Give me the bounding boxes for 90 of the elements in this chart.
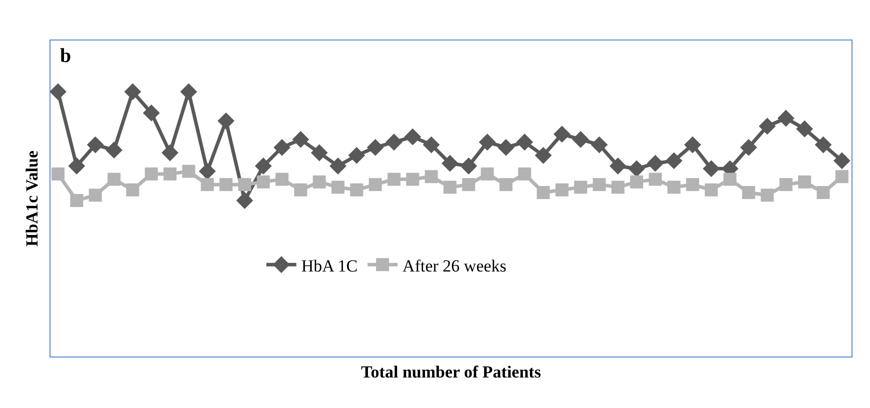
point (590, 136, 608, 154)
point (108, 172, 121, 186)
point (88, 188, 102, 202)
point (686, 178, 700, 192)
point (777, 110, 794, 127)
point (348, 146, 366, 164)
point (164, 167, 177, 180)
legend-label: After 26 weeks (402, 256, 506, 276)
point (294, 183, 308, 196)
point (180, 83, 198, 100)
point (628, 160, 646, 178)
point (740, 138, 758, 156)
point (554, 126, 570, 143)
point (350, 183, 364, 196)
point (238, 178, 252, 192)
x-axis-title: Total number of Patients (361, 362, 542, 382)
point (386, 134, 402, 151)
point (218, 112, 234, 130)
point (68, 158, 86, 174)
point (499, 178, 512, 192)
point (86, 136, 104, 154)
point (798, 175, 812, 188)
point (406, 172, 420, 186)
point (182, 164, 196, 178)
point (742, 186, 756, 200)
point (387, 172, 400, 186)
point (572, 131, 590, 148)
point (835, 170, 848, 184)
point (368, 178, 382, 192)
point (610, 158, 626, 174)
point (144, 167, 158, 180)
point (312, 175, 326, 188)
point (274, 138, 290, 156)
point (50, 83, 66, 100)
point (518, 167, 532, 180)
point (704, 183, 718, 196)
point (198, 162, 216, 180)
point (200, 178, 214, 192)
point (236, 192, 254, 209)
point (480, 167, 494, 180)
point (404, 128, 422, 146)
point (422, 136, 440, 154)
point (462, 178, 476, 192)
point (106, 142, 122, 159)
point (256, 175, 270, 188)
legend-label: HbA 1C (301, 256, 358, 276)
point (70, 194, 84, 207)
point (760, 188, 774, 202)
point (424, 170, 438, 184)
point (611, 180, 624, 194)
point (723, 172, 736, 186)
point (667, 180, 680, 194)
y-axis-title: HbA1c Value (22, 150, 42, 246)
point (310, 144, 328, 162)
point (442, 154, 458, 172)
point (702, 160, 720, 178)
point (366, 138, 384, 156)
point (162, 144, 178, 162)
point (648, 172, 662, 186)
point (498, 138, 514, 156)
point (443, 180, 456, 194)
point (592, 178, 606, 192)
point (52, 167, 65, 180)
point (758, 118, 776, 135)
point (292, 131, 310, 148)
point (779, 178, 792, 192)
point (684, 136, 702, 154)
point (516, 134, 534, 151)
point (330, 158, 346, 174)
point (276, 172, 288, 186)
point (220, 178, 232, 192)
point (814, 136, 832, 154)
point (630, 175, 644, 188)
point (646, 154, 664, 172)
point (833, 152, 850, 170)
point (534, 146, 552, 164)
point (254, 158, 272, 174)
point (124, 83, 142, 100)
point (665, 152, 682, 170)
point (126, 183, 140, 196)
point (816, 186, 830, 200)
point (142, 104, 160, 122)
point (460, 158, 478, 174)
point (555, 183, 568, 196)
point (574, 180, 588, 194)
point (536, 186, 550, 200)
point (331, 180, 344, 194)
text: b (60, 45, 72, 67)
point (478, 134, 496, 151)
point (796, 120, 814, 138)
